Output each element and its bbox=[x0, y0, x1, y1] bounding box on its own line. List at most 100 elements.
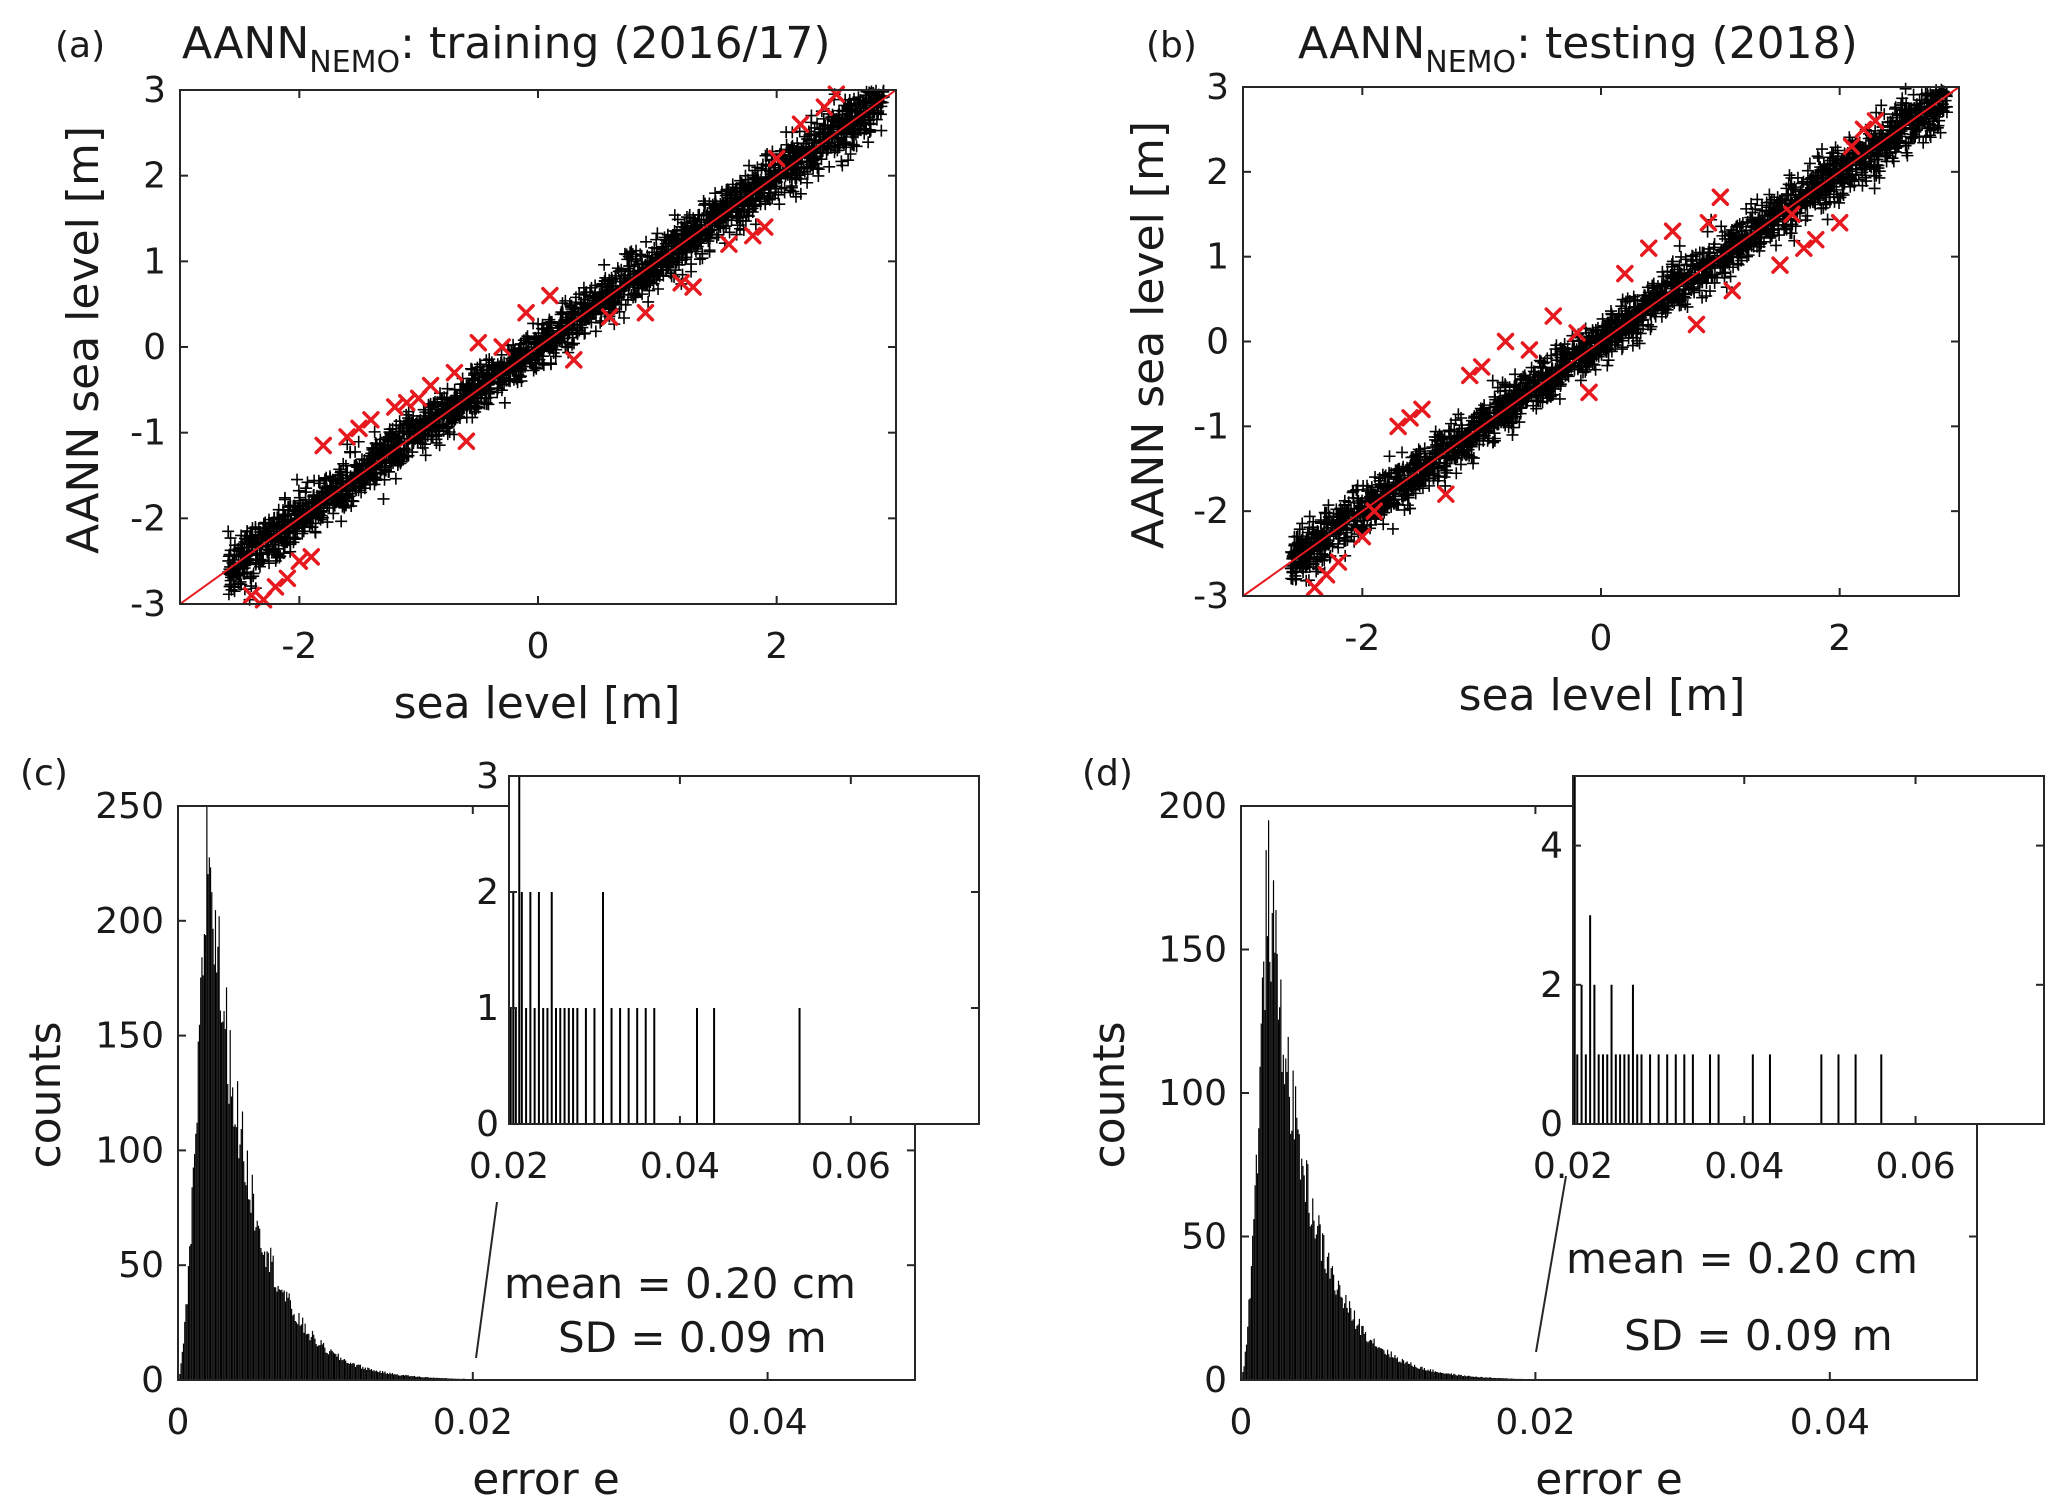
a-outlier-point bbox=[397, 393, 416, 412]
a-bulk-point bbox=[759, 149, 772, 162]
a-bulk-point bbox=[368, 425, 381, 438]
a-bulk-point bbox=[823, 160, 836, 173]
a-bulk-series bbox=[222, 84, 890, 606]
panel-label-b: (b) bbox=[1146, 25, 1197, 66]
title-b-main: AANN bbox=[1298, 18, 1425, 69]
a-ytick-label: -1 bbox=[130, 413, 166, 454]
b-bulk-point bbox=[1601, 359, 1614, 372]
b-bulk-point bbox=[1803, 157, 1816, 170]
a-outlier-point bbox=[421, 376, 440, 395]
a-bulk-point bbox=[222, 525, 235, 538]
b-bulk-point bbox=[1486, 374, 1499, 387]
a-bulk-point bbox=[789, 190, 802, 203]
title-b-subscript: NEMO bbox=[1425, 45, 1516, 80]
a-bulk-point bbox=[559, 294, 572, 307]
a-bulk-point bbox=[337, 457, 350, 470]
a-bulk-point bbox=[743, 159, 756, 172]
a-bulk-point bbox=[739, 169, 752, 182]
a-bulk-point bbox=[618, 311, 631, 324]
a-outlier-point bbox=[469, 333, 488, 352]
a-bulk-point bbox=[406, 446, 419, 459]
b-bulk-point bbox=[1907, 88, 1920, 101]
a-reference-line bbox=[179, 89, 897, 605]
a-bulk-point bbox=[805, 128, 818, 141]
a-outlier-point bbox=[290, 552, 309, 570]
panel-label-d: (d) bbox=[1082, 753, 1133, 794]
a-outlier-point bbox=[445, 363, 464, 382]
a-bulk-point bbox=[676, 268, 689, 281]
b-bulk-point bbox=[1901, 149, 1914, 162]
a-bulk-point bbox=[389, 472, 402, 485]
b-bulk-point bbox=[1868, 182, 1881, 195]
a-outlier-point bbox=[636, 303, 655, 322]
b-bulk-point bbox=[1616, 293, 1629, 306]
a-bulk-point bbox=[419, 449, 432, 462]
a-xtick-label: 2 bbox=[765, 626, 788, 667]
a-bulk-point bbox=[801, 176, 814, 189]
b-bulk-point bbox=[1621, 292, 1634, 305]
title-b-rest: : testing (2018) bbox=[1516, 18, 1858, 69]
a-bulk-point bbox=[838, 136, 851, 149]
a-bulk-point bbox=[696, 247, 709, 260]
a-bulk-point bbox=[291, 473, 304, 486]
a-outlier-point bbox=[541, 286, 559, 305]
a-bulk-point bbox=[773, 198, 786, 211]
a-outlier-point bbox=[684, 278, 702, 296]
a-bulk-point bbox=[598, 258, 611, 271]
a-outlier-point bbox=[457, 432, 476, 450]
a-ytick-label: -2 bbox=[130, 498, 166, 539]
a-bulk-point bbox=[862, 136, 875, 149]
panel-label-a: (a) bbox=[55, 25, 105, 66]
a-bulk-point bbox=[870, 113, 883, 126]
a-outlier-point bbox=[517, 303, 535, 322]
panel-label-c: (c) bbox=[20, 753, 68, 794]
a-outlier-point bbox=[314, 436, 332, 455]
a-bulk-point bbox=[301, 476, 314, 489]
a-outlier-point bbox=[791, 115, 810, 134]
a-bulk-point bbox=[441, 382, 454, 395]
title-a-subscript: NEMO bbox=[309, 45, 400, 80]
a-bulk-point bbox=[545, 340, 558, 353]
a-bulk-point bbox=[640, 235, 653, 248]
a-bulk-point bbox=[794, 187, 807, 200]
a-bulk-point bbox=[530, 362, 543, 375]
a-ytick-label: 3 bbox=[143, 70, 166, 111]
a-bulk-point bbox=[875, 124, 888, 137]
a-bulk-point bbox=[224, 532, 237, 545]
a-bulk-point bbox=[844, 148, 857, 161]
a-bulk-point bbox=[377, 492, 390, 505]
a-bulk-point bbox=[335, 515, 348, 528]
a-bulk-point bbox=[495, 348, 508, 361]
b-bulk-point bbox=[1293, 523, 1306, 536]
b-bulk-point bbox=[1899, 82, 1912, 95]
b-bulk-point bbox=[1673, 239, 1686, 252]
a-bulk-point bbox=[327, 507, 340, 520]
title-b: AANNNEMO: testing (2018) bbox=[1298, 18, 1858, 80]
a-ytick-label: 1 bbox=[143, 241, 166, 282]
title-a-rest: : training (2016/17) bbox=[400, 18, 830, 69]
a-bulk-point bbox=[278, 491, 291, 504]
a-bulk-point bbox=[726, 181, 739, 194]
a-ytick-label: 0 bbox=[143, 327, 166, 368]
b-bulk-series bbox=[1284, 82, 1953, 587]
a-outlier-point bbox=[720, 235, 738, 253]
panel-a-scatter: -2 0 2 -3 -2 -1 0 1 2 3 bbox=[130, 70, 897, 667]
a-bulk-point bbox=[433, 439, 446, 452]
a-bulk-point bbox=[748, 164, 761, 177]
title-a-main: AANN bbox=[182, 18, 309, 69]
a-bulk-point bbox=[622, 262, 635, 275]
a-bulk-point bbox=[498, 396, 511, 409]
a-xtick-label: -2 bbox=[281, 626, 317, 667]
a-bulk-point bbox=[341, 438, 354, 451]
a-ytick-label: 2 bbox=[143, 156, 166, 197]
b-bulk-point bbox=[1900, 146, 1913, 159]
a-bulk-point bbox=[842, 154, 855, 167]
a-xtick-label: 0 bbox=[527, 626, 550, 667]
a-bulk-point bbox=[335, 469, 348, 482]
a-bulk-point bbox=[292, 484, 305, 497]
a-bulk-point bbox=[642, 295, 655, 308]
a-ytick-label: -3 bbox=[130, 584, 166, 625]
a-bulk-point bbox=[685, 258, 698, 271]
